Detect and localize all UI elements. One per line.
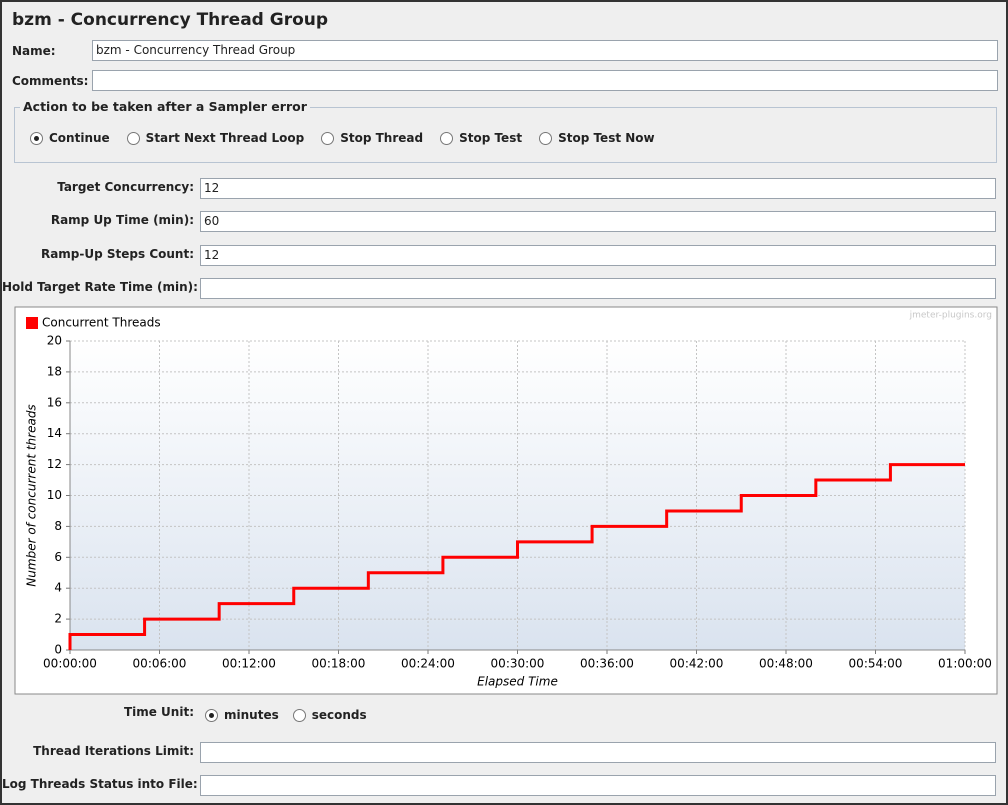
- setting-input[interactable]: 12: [200, 245, 996, 266]
- field-input[interactable]: [200, 742, 996, 763]
- field-label: Thread Iterations Limit:: [33, 744, 194, 758]
- x-tick-label: 00:54:00: [849, 657, 903, 671]
- radio-option[interactable]: Stop Test: [440, 131, 522, 145]
- x-tick-label: 00:06:00: [133, 657, 187, 671]
- series-line: [68, 463, 965, 650]
- radio-button[interactable]: [539, 131, 553, 145]
- field-input[interactable]: [200, 775, 996, 796]
- x-tick-label: 00:00:00: [43, 657, 97, 671]
- radio-label: minutes: [224, 708, 279, 722]
- radio-button[interactable]: [321, 131, 335, 145]
- watermark: jmeter-plugins.org: [909, 311, 992, 321]
- y-tick-label: 2: [54, 612, 62, 626]
- y-axis-label: Number of concurrent threads: [25, 404, 39, 586]
- radio-option[interactable]: Continue: [30, 131, 110, 145]
- legend-label: Concurrent Threads: [42, 316, 161, 330]
- radio-option[interactable]: Start Next Thread Loop: [126, 131, 305, 145]
- name-label: Name:: [12, 44, 56, 58]
- x-tick-label: 00:30:00: [491, 657, 545, 671]
- setting-input[interactable]: [200, 278, 996, 299]
- radio-label: Start Next Thread Loop: [145, 131, 305, 145]
- group-box: [14, 107, 997, 163]
- radio-label: Stop Test Now: [558, 131, 655, 145]
- radio-option[interactable]: seconds: [292, 708, 367, 722]
- y-tick-label: 12: [47, 457, 62, 471]
- setting-label: Ramp Up Time (min):: [50, 213, 194, 227]
- radio-row: Continue Start Next Thread Loop Stop Threa…: [30, 131, 655, 145]
- time-unit-label: Time Unit:: [123, 705, 194, 719]
- y-tick-label: 14: [47, 426, 62, 440]
- x-tick-label: 00:24:00: [401, 657, 455, 671]
- group-legend: Action to be taken after a Sampler error: [20, 99, 310, 114]
- y-tick-label: 16: [47, 395, 62, 409]
- title: bzm - Concurrency Thread Group: [12, 10, 329, 30]
- radio-option[interactable]: Stop Test Now: [539, 131, 655, 145]
- radio-label: Continue: [49, 131, 110, 145]
- radio-button[interactable]: [440, 131, 454, 145]
- y-tick-label: 0: [54, 643, 62, 657]
- x-tick-label: 00:12:00: [222, 657, 276, 671]
- name-input[interactable]: bzm - Concurrency Thread Group: [92, 40, 998, 61]
- radio-button[interactable]: [126, 131, 140, 145]
- y-tick-label: 18: [47, 364, 62, 378]
- y-tick-label: 6: [54, 550, 62, 564]
- x-axis-label: Elapsed Time: [477, 675, 558, 689]
- radio-button[interactable]: [30, 131, 43, 145]
- comments-input[interactable]: [92, 70, 998, 91]
- x-tick-label: 01:00:00: [938, 657, 992, 671]
- y-tick-label: 20: [47, 334, 62, 348]
- radio-label: Stop Test: [459, 131, 523, 145]
- setting-label: Target Concurrency:: [57, 180, 194, 194]
- x-tick-label: 00:48:00: [759, 657, 813, 671]
- radio-label: Stop Thread: [340, 131, 424, 145]
- radio-label: seconds: [311, 708, 367, 722]
- setting-input[interactable]: 12: [200, 178, 996, 199]
- setting-label: Hold Target Rate Time (min):: [2, 280, 198, 294]
- x-tick-label: 00:36:00: [580, 657, 634, 671]
- radio-button[interactable]: [292, 708, 306, 722]
- legend-swatch: [26, 317, 38, 329]
- comments-label: Comments:: [12, 74, 89, 88]
- y-tick-label: 8: [54, 519, 62, 533]
- time-unit-row: minutes seconds: [205, 708, 367, 722]
- radio-option[interactable]: minutes: [205, 708, 279, 722]
- y-tick-label: 10: [47, 488, 62, 502]
- field-label: Log Threads Status into File:: [2, 777, 198, 791]
- y-tick-label: 4: [54, 581, 62, 595]
- x-tick-label: 00:18:00: [312, 657, 366, 671]
- x-tick-label: 00:42:00: [670, 657, 724, 671]
- setting-input[interactable]: 60: [200, 211, 996, 232]
- radio-button[interactable]: [205, 708, 218, 722]
- setting-label: Ramp-Up Steps Count:: [40, 247, 194, 261]
- radio-option[interactable]: Stop Thread: [321, 131, 423, 145]
